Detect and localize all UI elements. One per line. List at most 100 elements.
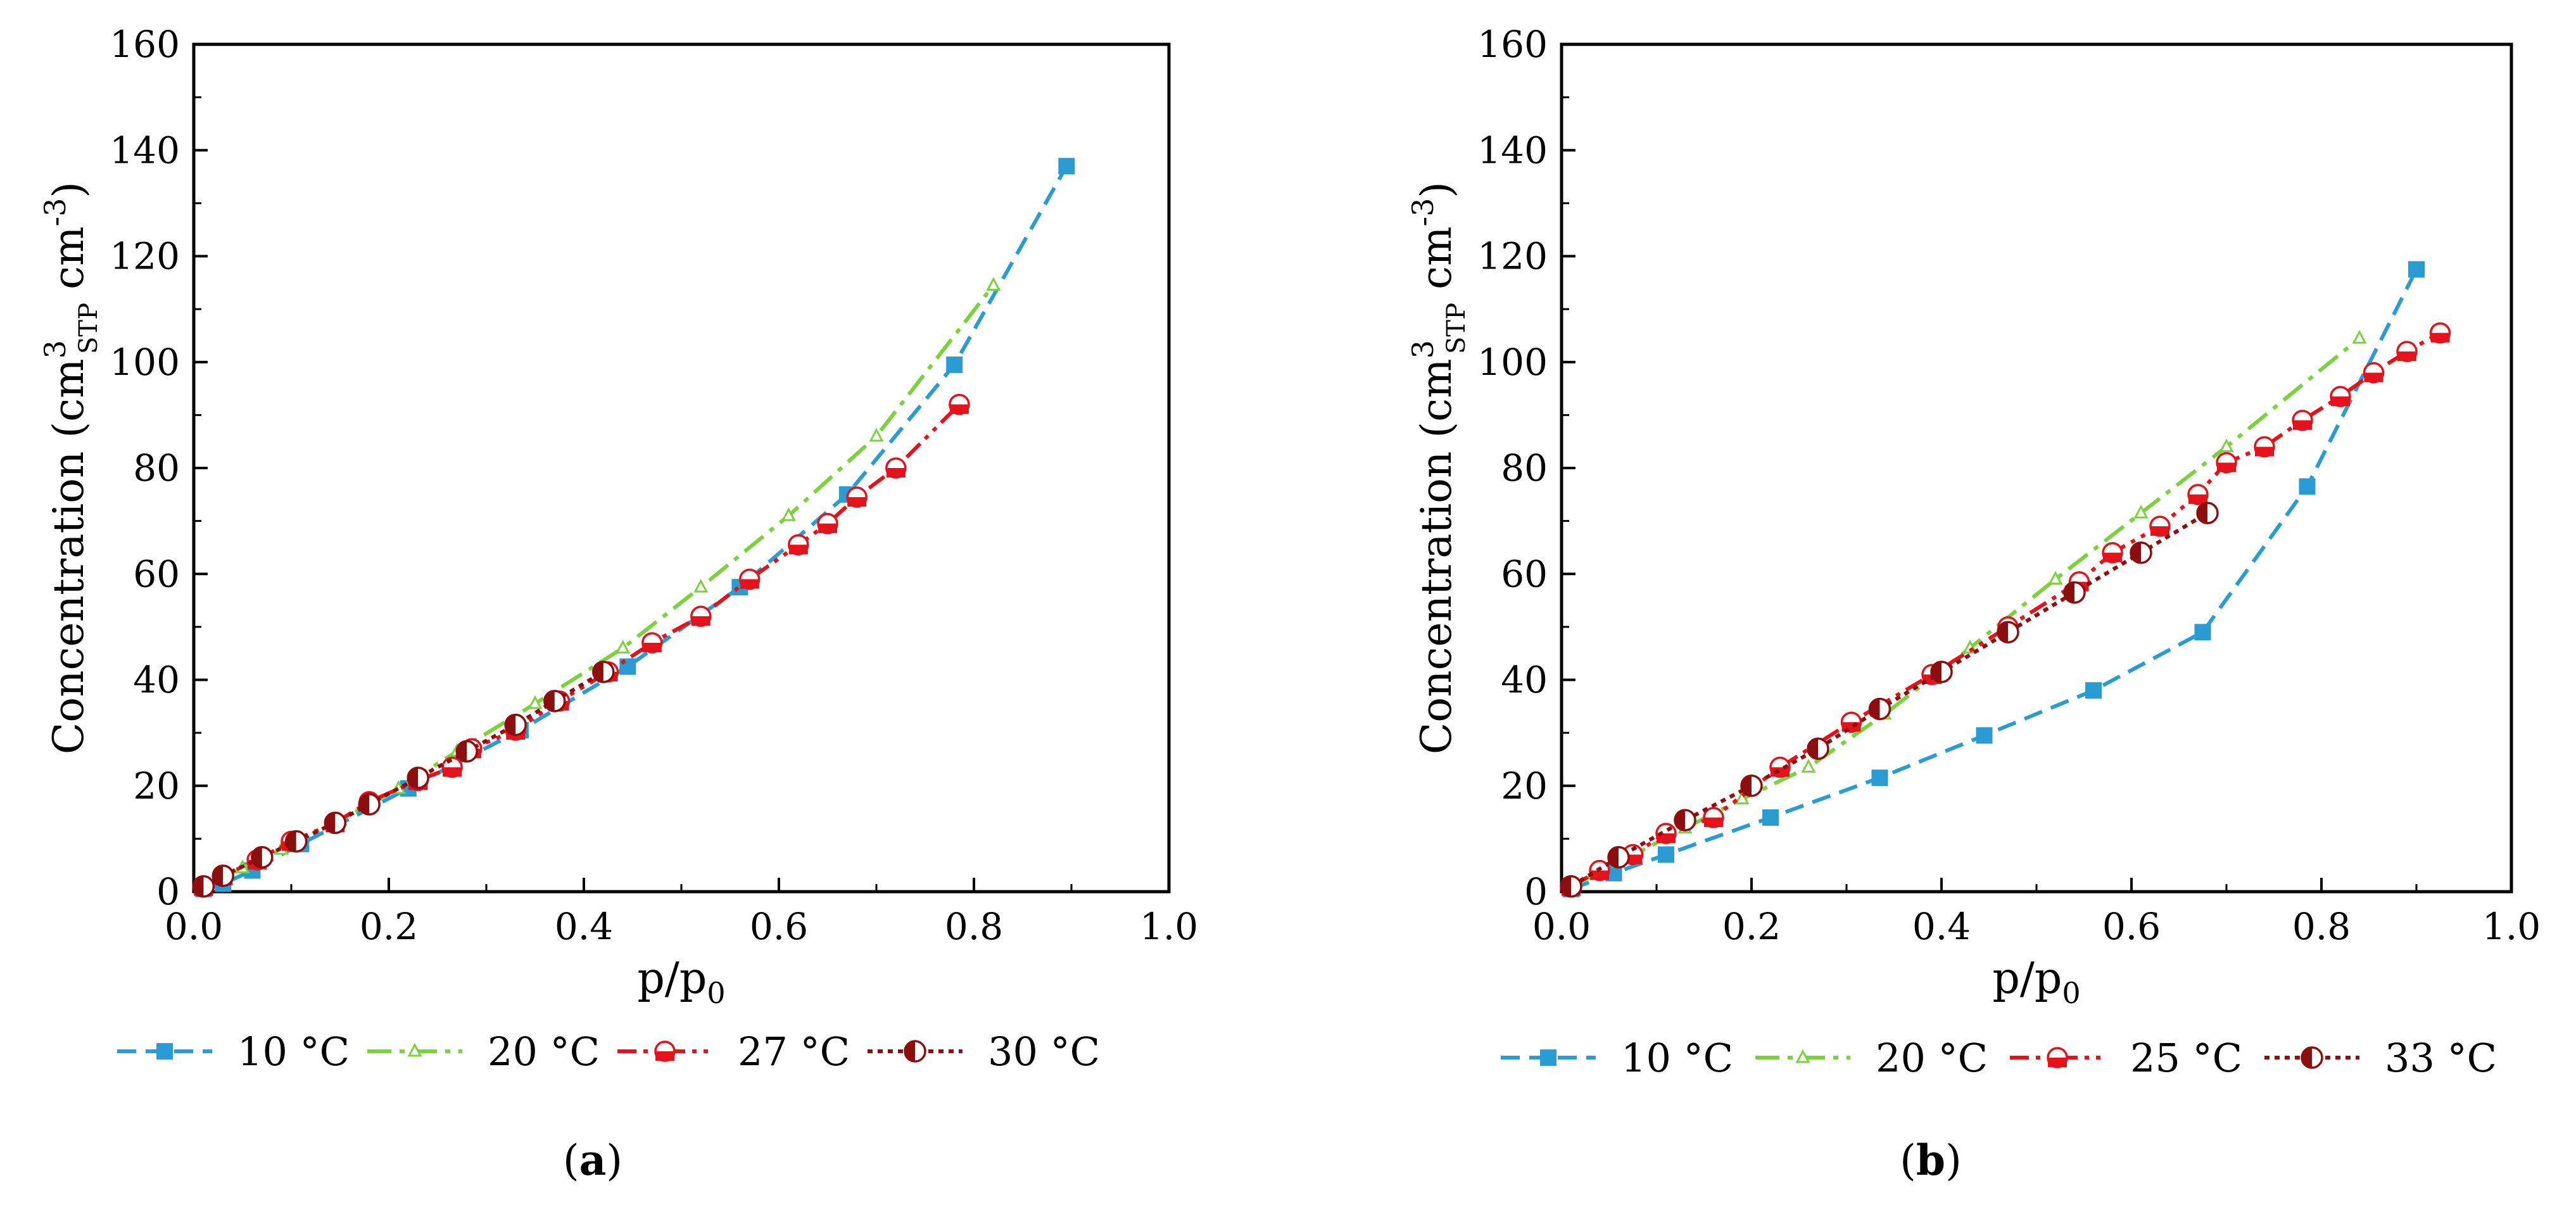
marker-square (1658, 846, 1674, 863)
data-point (1607, 845, 1630, 869)
marker-ring (904, 1040, 926, 1063)
marker-ring (2292, 409, 2313, 431)
marker-square (2194, 624, 2211, 641)
marker-square (2408, 261, 2425, 278)
y-tick-label: 20 (1501, 764, 1548, 807)
legend-item: 10 °C (117, 1028, 350, 1075)
legend-item: 30 °C (868, 1028, 1100, 1075)
series-27-C (193, 393, 970, 897)
marker-ring (2196, 502, 2219, 524)
data-point (1871, 769, 1888, 787)
legend-marker (904, 1040, 926, 1063)
data-point (543, 690, 566, 712)
y-axis-label: Concentration (cm3STP cm-3) (38, 182, 103, 754)
series-30-C (192, 661, 615, 898)
marker-ring (641, 632, 663, 654)
series-25-C (1560, 322, 2451, 897)
panel-label: (b) (1900, 1136, 1962, 1185)
marker-ring (1740, 775, 1763, 797)
marker-square (2085, 682, 2102, 699)
marker-ring (2063, 581, 2086, 604)
data-point (592, 661, 615, 683)
data-point (1762, 809, 1779, 826)
panel-label-open: ( (563, 1136, 579, 1185)
data-point (788, 534, 809, 556)
x-tick-label: 1.0 (2482, 905, 2541, 948)
series-line (1570, 269, 2418, 891)
marker-ring (2130, 541, 2152, 564)
marker-ring (846, 486, 868, 508)
data-point (2219, 438, 2234, 453)
panel-label-close: ) (1945, 1136, 1962, 1185)
data-point (2216, 452, 2237, 474)
legend-item: 33 °C (2264, 1035, 2497, 1081)
marker-square (946, 356, 963, 373)
marker-ring (504, 713, 527, 737)
data-point (2254, 436, 2275, 458)
data-point (1976, 727, 1993, 744)
chart-panel-b: 0.0 0.2 0.4 0.6 0.8 1.0 0 20 40 60 80 100 120 140 160 p… (1406, 23, 2541, 1185)
y-axis-label: Concentration (cm3STP cm-3) (1406, 182, 1471, 754)
marker-ring (358, 793, 381, 816)
marker-square (1762, 809, 1779, 826)
data-point (2048, 571, 2063, 585)
marker-triangle (2352, 329, 2367, 344)
legend-label: 33 °C (2385, 1035, 2497, 1081)
x-axis-label-main: p/p (637, 954, 707, 1004)
data-point (504, 713, 527, 737)
marker-triangle (527, 695, 543, 709)
y-tick-label: 140 (110, 129, 180, 172)
legend-label: 25 °C (2130, 1035, 2242, 1081)
marker-ring (1930, 661, 1953, 683)
marker-ring (2187, 484, 2209, 505)
legend-label: 20 °C (488, 1028, 600, 1075)
marker-ring (654, 1041, 676, 1062)
data-point (2063, 581, 2086, 604)
marker-triangle (1734, 790, 1750, 805)
legend-marker (1795, 1049, 1810, 1063)
legend-marker (1540, 1049, 1556, 1066)
marker-ring (739, 568, 761, 590)
data-point (1801, 759, 1816, 773)
y-tick-label: 0 (1524, 870, 1548, 913)
legend-item: 27 °C (617, 1028, 850, 1075)
data-point (986, 277, 1001, 291)
data-point (2299, 478, 2316, 495)
data-point (2196, 502, 2219, 524)
y-axis-label-superscript: 3 (38, 340, 72, 358)
x-tick-label: 0.4 (555, 905, 613, 948)
marker-ring (1868, 697, 1891, 721)
marker-triangle (781, 507, 796, 521)
marker-triangle (2048, 571, 2063, 585)
data-point (1740, 775, 1763, 797)
legend-marker (407, 1042, 422, 1057)
x-tick-label: 0.4 (1912, 905, 1971, 948)
marker-ring (1703, 807, 1724, 828)
marker-ring (2216, 452, 2237, 474)
plot-frame (1560, 42, 2513, 894)
data-point (2149, 516, 2171, 537)
legend: 10 °C 20 °C 27 °C 30 °C (117, 1028, 1100, 1075)
data-point (2352, 329, 2367, 344)
marker-ring (192, 875, 215, 898)
y-tick-label: 60 (133, 552, 180, 595)
y-tick-label: 100 (1477, 341, 1548, 384)
marker-ring (212, 864, 234, 887)
plot-frame (192, 42, 1171, 894)
series-10-C (1563, 261, 2425, 897)
panel-label-letter: b (1916, 1136, 1945, 1185)
y-axis-label-suffix: ) (44, 182, 93, 198)
x-axis-label-main: p/p (1992, 954, 2062, 1004)
data-point (324, 811, 347, 835)
data-point (690, 605, 712, 627)
marker-square (156, 1043, 173, 1060)
series-10-C (195, 158, 1075, 897)
legend-marker (2301, 1046, 2323, 1069)
marker-triangle (986, 277, 1001, 291)
x-tick-label: 0.6 (2102, 905, 2161, 948)
y-axis-label-superscript: 3 (1406, 340, 1440, 358)
y-tick-label: 120 (110, 235, 180, 278)
marker-ring (284, 830, 308, 853)
y-tick-label: 120 (1477, 235, 1548, 278)
y-axis-label-subscript: STP (74, 303, 103, 354)
